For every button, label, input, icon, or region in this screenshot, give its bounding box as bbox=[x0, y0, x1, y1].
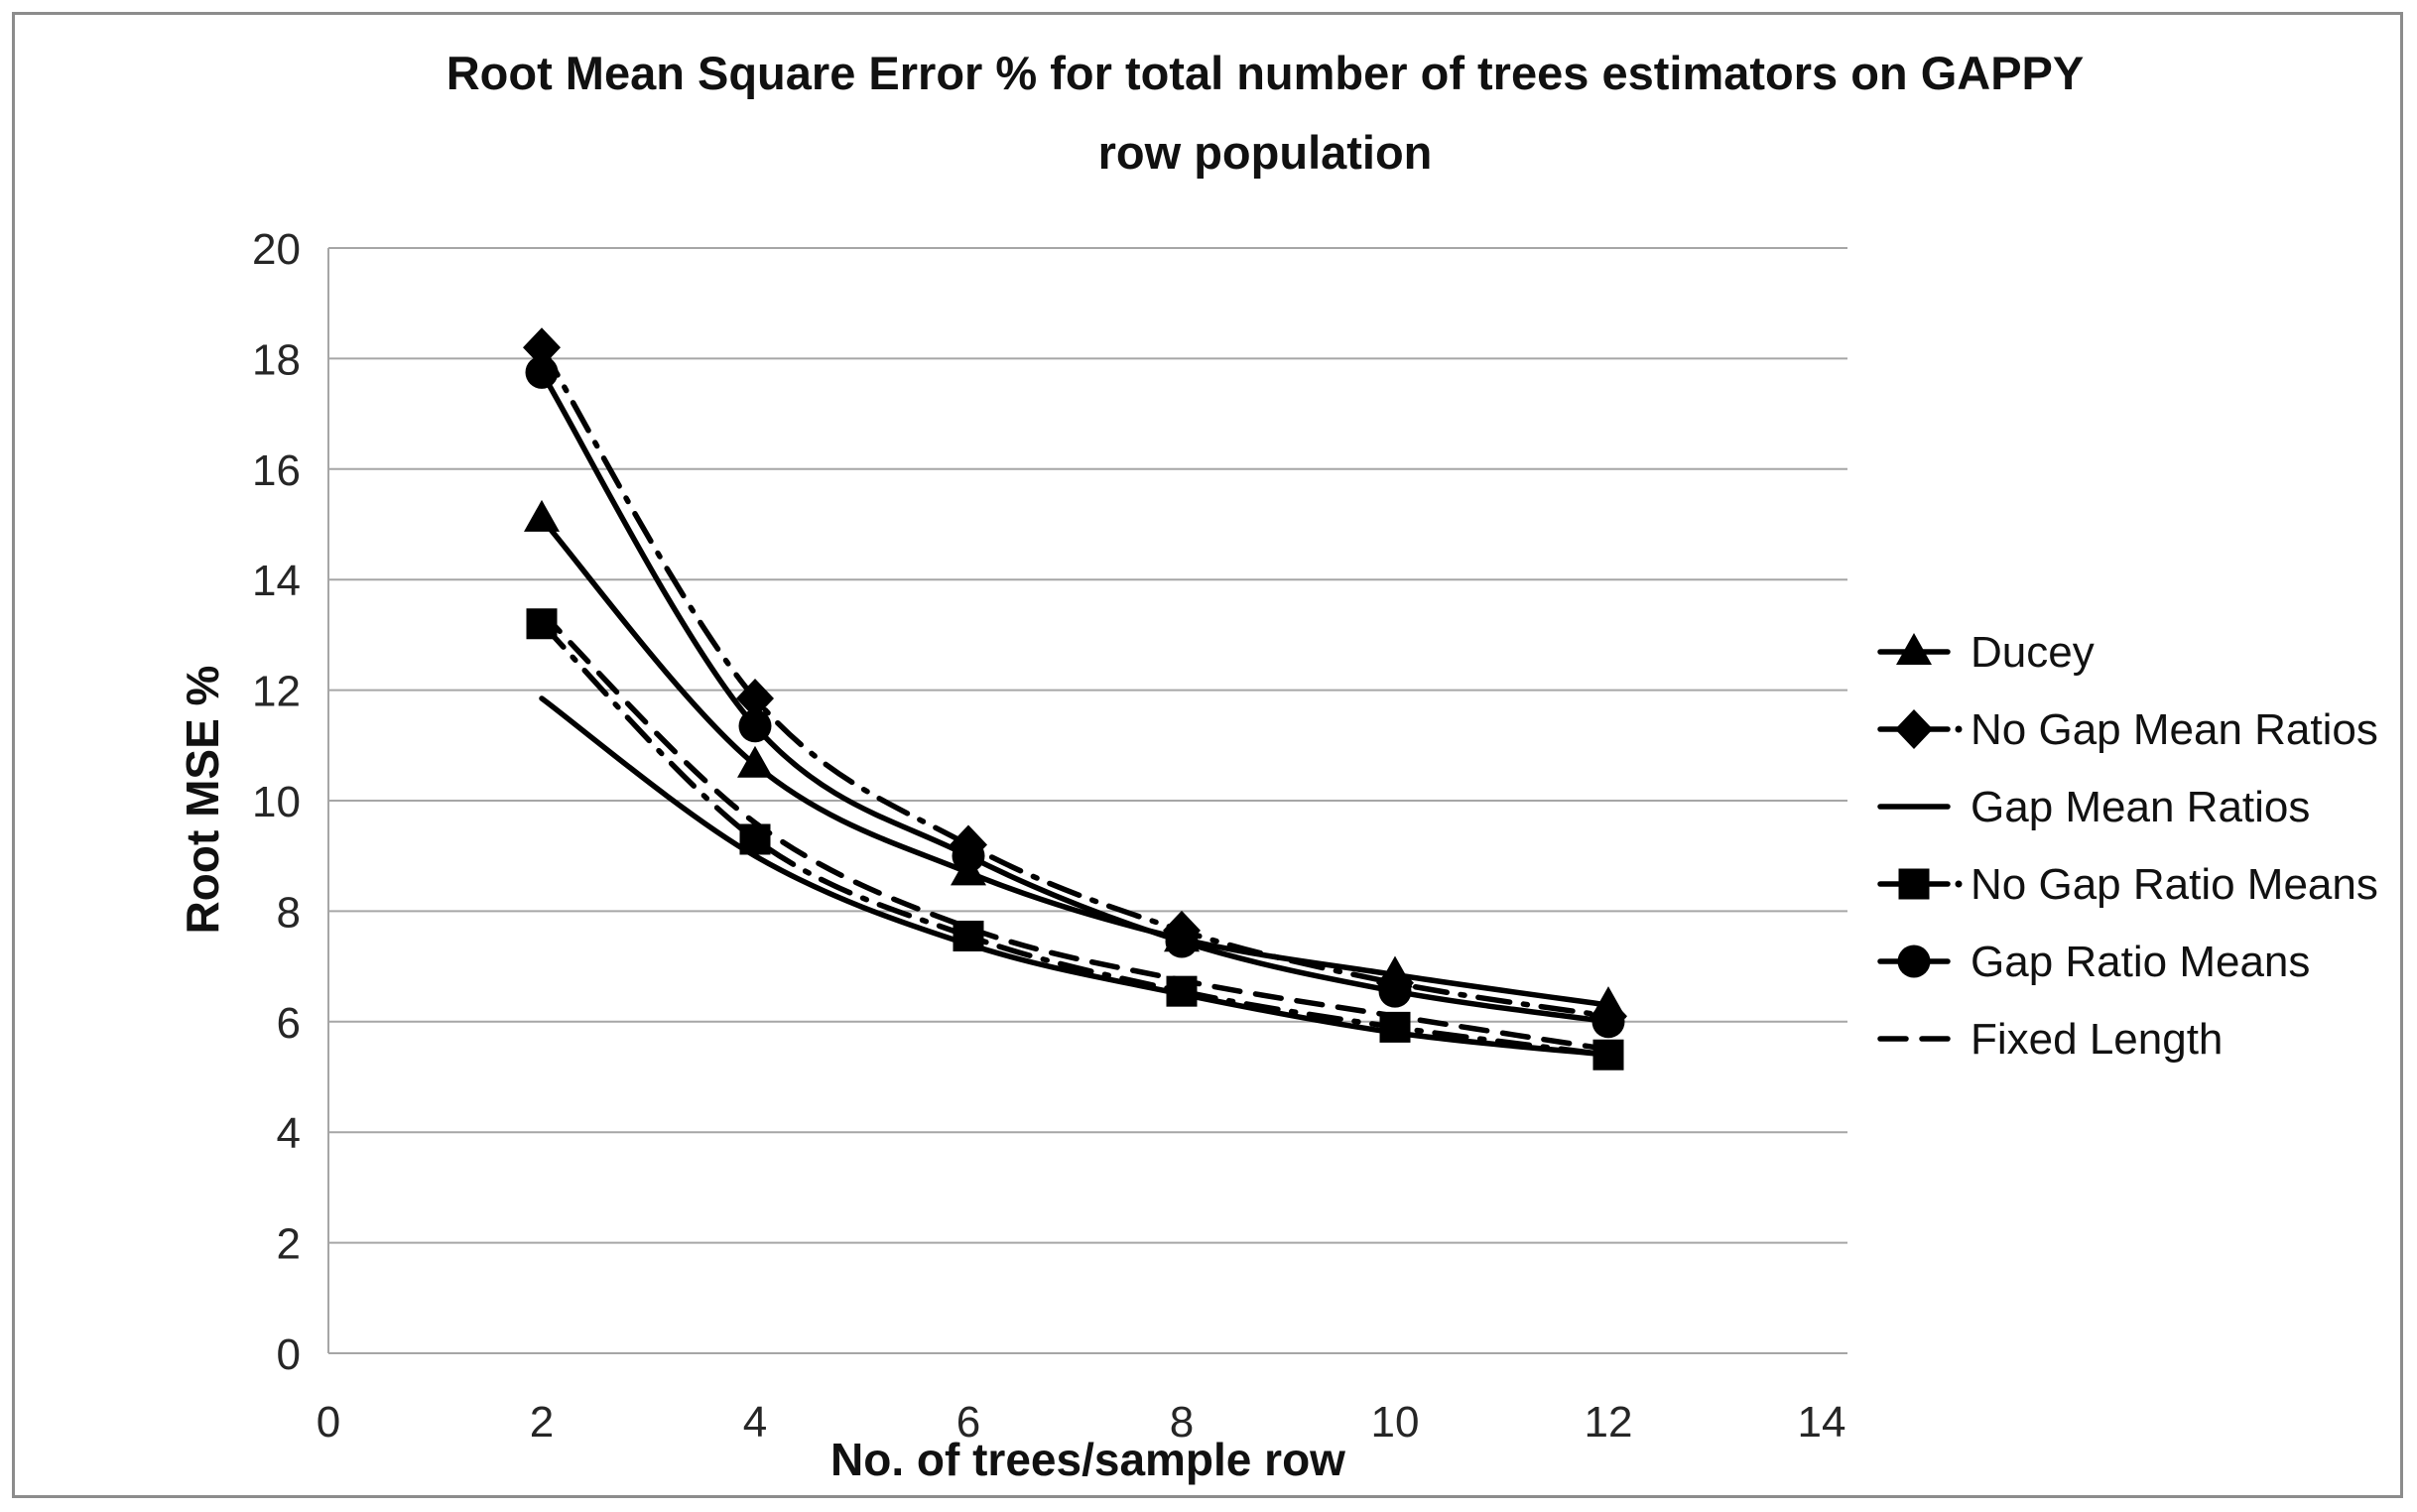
legend-item-gap-ratio-means: Gap Ratio Means bbox=[1877, 938, 2310, 986]
y-tick-label-2: 2 bbox=[277, 1220, 301, 1269]
series-3-marker-square-x10 bbox=[1379, 1011, 1411, 1043]
x-tick-label-6: 6 bbox=[956, 1398, 980, 1447]
series-line-gap-mean-ratios bbox=[539, 695, 1611, 1058]
legend-marker-diamond bbox=[1895, 709, 1933, 749]
series-line-no-gap-mean-ratios bbox=[539, 344, 1611, 1019]
y-tick-label-16: 16 bbox=[252, 446, 301, 495]
series-line-ducey bbox=[539, 516, 1611, 1008]
legend: Ducey No Gap Mean Ratios Gap Mean Ratios No… bbox=[1877, 628, 2378, 1064]
legend-label: Fixed Length bbox=[1971, 1015, 2223, 1064]
series-4-marker-circle-x4 bbox=[738, 709, 772, 743]
x-tick-label-12: 12 bbox=[1585, 1398, 1633, 1447]
legend-item-fixed-length: Fixed Length bbox=[1877, 1015, 2223, 1064]
chart-title-line1: Root Mean Square Error % for total numbe… bbox=[445, 47, 2085, 99]
series-4-marker-circle-x10 bbox=[1378, 974, 1412, 1008]
x-tick-label-10: 10 bbox=[1371, 1398, 1420, 1447]
chart-title: Root Mean Square Error % for total numbe… bbox=[113, 34, 2417, 192]
legend-dot-sample bbox=[1955, 880, 1963, 888]
y-tick-labels: 0 2 4 6 8 10 12 14 16 18 20 bbox=[252, 225, 301, 1379]
y-tick-label-4: 4 bbox=[277, 1109, 301, 1158]
legend-item-gap-mean-ratios: Gap Mean Ratios bbox=[1877, 783, 2310, 831]
series-4-marker-circle-x2 bbox=[525, 355, 559, 389]
y-tick-label-18: 18 bbox=[252, 335, 301, 384]
series-1-marker-diamond-x2 bbox=[523, 327, 561, 368]
gridlines bbox=[328, 247, 1847, 1354]
legend-label: No Gap Mean Ratios bbox=[1971, 705, 2378, 754]
legend-label: Gap Mean Ratios bbox=[1971, 783, 2310, 831]
x-tick-labels: 0 2 4 6 8 10 12 14 bbox=[317, 1398, 1846, 1447]
y-tick-label-12: 12 bbox=[252, 668, 301, 716]
series-1-marker-diamond-x4 bbox=[736, 678, 774, 718]
series-0-marker-triangle-x2 bbox=[524, 499, 560, 532]
series-line-no-gap-ratio-means bbox=[539, 621, 1611, 1058]
outer-border bbox=[12, 12, 2403, 1498]
legend-marker-triangle bbox=[1896, 633, 1932, 665]
chart-title-line2: row population bbox=[1097, 126, 1433, 179]
legend-item-no-gap-mean-ratios: No Gap Mean Ratios bbox=[1877, 705, 2378, 754]
legend-item-no-gap-ratio-means: No Gap Ratio Means bbox=[1877, 860, 2378, 909]
legend-label: Gap Ratio Means bbox=[1971, 938, 2310, 986]
y-tick-label-0: 0 bbox=[277, 1330, 301, 1379]
x-axis-title: No. of trees/sample row bbox=[830, 1434, 1345, 1485]
legend-marker-square bbox=[1898, 868, 1930, 900]
x-tick-label-4: 4 bbox=[743, 1398, 767, 1447]
x-tick-label-0: 0 bbox=[317, 1398, 340, 1447]
series-3-marker-square-x2 bbox=[526, 608, 558, 640]
series-3-marker-square-x12 bbox=[1592, 1039, 1624, 1071]
legend-marker-circle bbox=[1897, 945, 1931, 978]
legend-label: No Gap Ratio Means bbox=[1971, 860, 2378, 909]
series-3-marker-square-x6 bbox=[953, 920, 984, 951]
y-tick-label-14: 14 bbox=[252, 557, 301, 605]
legend-dot-sample bbox=[1955, 725, 1963, 733]
data-series bbox=[523, 327, 1627, 1071]
x-tick-label-14: 14 bbox=[1798, 1398, 1846, 1447]
series-3-marker-square-x4 bbox=[739, 823, 771, 855]
series-4-marker-circle-x12 bbox=[1591, 1005, 1625, 1039]
series-3-marker-square-x8 bbox=[1166, 975, 1198, 1007]
y-tick-label-10: 10 bbox=[252, 778, 301, 826]
series-line-fixed-length bbox=[539, 609, 1611, 1053]
y-tick-label-6: 6 bbox=[277, 999, 301, 1048]
x-tick-label-2: 2 bbox=[530, 1398, 554, 1447]
series-0-marker-triangle-x4 bbox=[737, 745, 773, 778]
legend-label: Ducey bbox=[1971, 628, 2095, 677]
x-tick-label-8: 8 bbox=[1170, 1398, 1194, 1447]
series-4-marker-circle-x6 bbox=[952, 839, 985, 873]
y-tick-label-20: 20 bbox=[252, 225, 301, 274]
y-tick-label-8: 8 bbox=[277, 888, 301, 937]
legend-item-ducey: Ducey bbox=[1877, 628, 2095, 677]
series-4-marker-circle-x8 bbox=[1165, 925, 1199, 958]
